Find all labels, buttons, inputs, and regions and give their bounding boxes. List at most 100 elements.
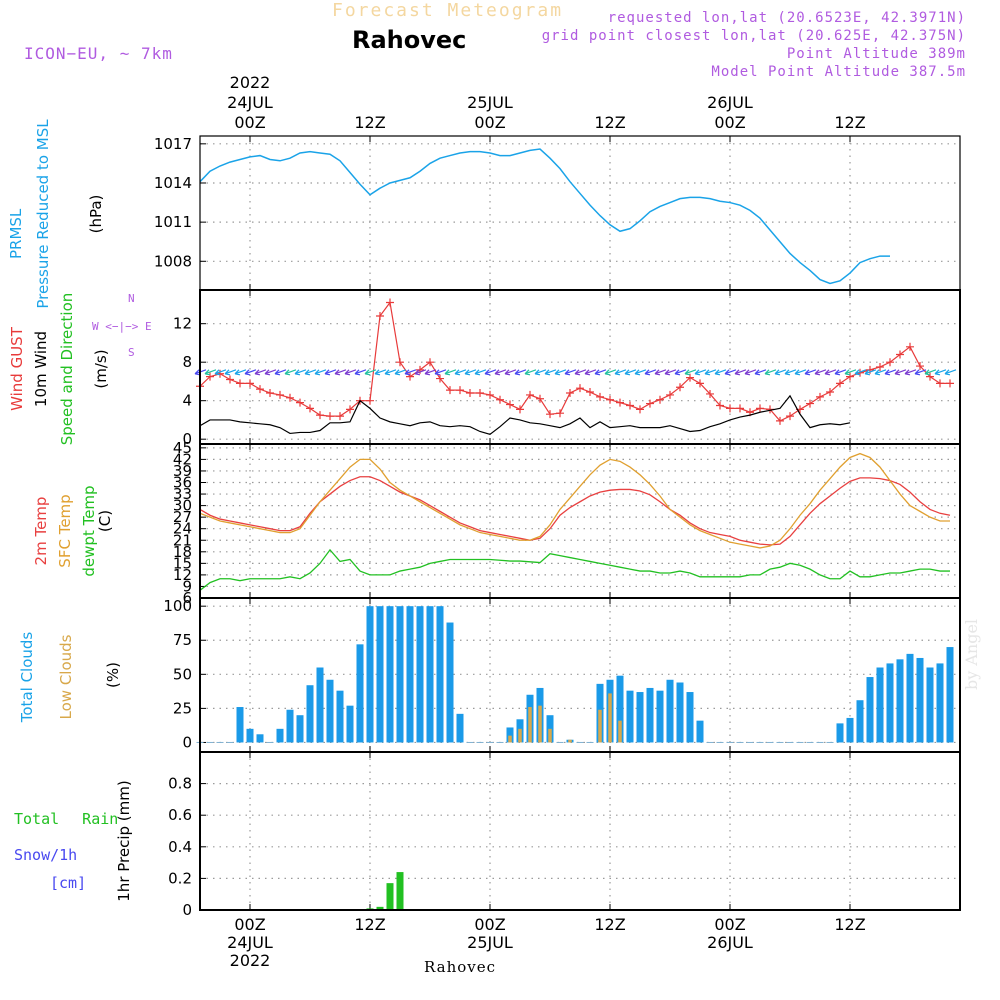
gust-point [786, 412, 794, 421]
wind-direction-arrow [654, 369, 667, 376]
total-cloud-bar [666, 679, 674, 743]
top-date-label: 26JUL [707, 93, 753, 112]
gust-point [376, 311, 384, 320]
wind-direction-arrow [604, 369, 617, 376]
gust-point [936, 379, 944, 388]
bottom-time-label: 00Z [474, 915, 505, 934]
total-cloud-bar [456, 713, 464, 743]
rain-bar [376, 906, 384, 910]
wind-direction-arrow [804, 369, 817, 376]
pressure-line [199, 148, 890, 285]
gust-point [296, 398, 304, 407]
y-tick-label: 100 [163, 597, 192, 615]
y-tick-label: 0 [182, 733, 192, 751]
wind-direction-arrow [634, 369, 647, 376]
gust-point [256, 385, 264, 394]
grid-coords: grid point closest lon,lat (20.625E, 42.… [541, 28, 966, 44]
low-cloud-bar [608, 693, 612, 743]
gust-point [916, 362, 924, 371]
gust-point [576, 384, 584, 393]
total-cloud-bar [316, 667, 324, 743]
gust-point [886, 358, 894, 367]
wind-direction-arrow [504, 369, 517, 376]
gust-point [646, 399, 654, 408]
compass-we: W <−|−> E [92, 320, 152, 333]
wind-direction-arrow [864, 369, 877, 376]
low-cloud-bar [548, 728, 552, 743]
wind-direction-arrow [374, 369, 387, 376]
wind-direction-arrow [424, 369, 437, 376]
gust-point [206, 372, 214, 381]
low-cloud-bar [518, 728, 522, 743]
wind-direction-arrow [544, 369, 557, 376]
total-cloud-bar [256, 734, 264, 743]
top-time-label: 00Z [714, 113, 745, 132]
bottom-time-label: 00Z [714, 915, 745, 934]
y-tick-label: 30 [173, 497, 192, 515]
sfc-temp-line [199, 452, 950, 549]
wind-direction-arrow [464, 369, 477, 376]
bottom-date-label: 26JUL [707, 933, 753, 952]
rain-bar [396, 872, 404, 910]
requested-coords: requested lon,lat (20.6523E, 42.3971N) [607, 10, 966, 26]
gust-point [946, 379, 954, 388]
wind-direction-arrow [664, 369, 677, 376]
gust-point [586, 388, 594, 397]
total-cloud-bar [276, 728, 284, 743]
wind-direction-arrow [684, 369, 697, 376]
total-cloud-bar [506, 727, 514, 743]
wind-direction-arrow [694, 369, 707, 376]
wind-direction-arrow [574, 369, 587, 376]
wind-direction-arrow [274, 369, 287, 376]
gust-point [676, 383, 684, 392]
wind-direction-arrow [564, 369, 577, 376]
snow-legend: Snow/1h [14, 846, 78, 864]
compass-n: N [128, 292, 135, 305]
wind-direction-arrow [404, 369, 417, 376]
y-tick-label: 1017 [154, 135, 192, 153]
wind-direction-arrow [414, 369, 427, 376]
y-tick-label: 0.2 [168, 869, 192, 887]
total-cloud-bar [926, 667, 934, 743]
total-cloud-bar [656, 690, 664, 743]
wind-direction-arrow [534, 369, 547, 376]
gust-point [636, 405, 644, 414]
total-cloud-bar [386, 606, 394, 743]
dewpt-line [199, 548, 950, 591]
y-tick-label: 8 [182, 353, 192, 371]
wind-direction-arrow [884, 369, 897, 376]
wind-direction-arrow [434, 369, 447, 376]
model-point-altitude: Model Point Altitude 387.5m [711, 64, 966, 80]
wind-direction-arrow [474, 369, 487, 376]
wind-direction-arrow [584, 369, 597, 376]
bottom-year-label: 2022 [230, 951, 271, 970]
wind-direction-arrow [944, 369, 957, 376]
wind-direction-arrow [874, 369, 887, 376]
gust-point [836, 379, 844, 388]
gust-point [426, 358, 434, 367]
gust-point [716, 401, 724, 410]
wind-direction-arrow [324, 369, 337, 376]
total-cloud-bar [906, 653, 914, 743]
gust-point [246, 379, 254, 388]
wind-direction-arrow [294, 369, 307, 376]
total-cloud-bar [676, 682, 684, 743]
panel-frame [199, 751, 961, 911]
wind-direction-arrow [764, 369, 777, 376]
wind-direction-arrow [514, 369, 527, 376]
gust-point [266, 388, 274, 397]
y-tick-label: 21 [173, 531, 192, 549]
top-time-label: 00Z [234, 113, 265, 132]
wind-direction-arrow [214, 369, 227, 376]
total-cloud-bar [366, 606, 374, 743]
total-cloud-bar [866, 677, 874, 743]
total-cloud-bar [236, 707, 244, 743]
top-time-label: 12Z [354, 113, 385, 132]
y-tick-label: 0.8 [168, 775, 192, 793]
total-cloud-bar [846, 717, 854, 743]
wind-direction-arrow [264, 369, 277, 376]
wind-direction-arrow [304, 369, 317, 376]
wind-direction-arrow [724, 369, 737, 376]
y-tick-label: 18 [173, 543, 192, 561]
wind-direction-arrow [704, 369, 717, 376]
